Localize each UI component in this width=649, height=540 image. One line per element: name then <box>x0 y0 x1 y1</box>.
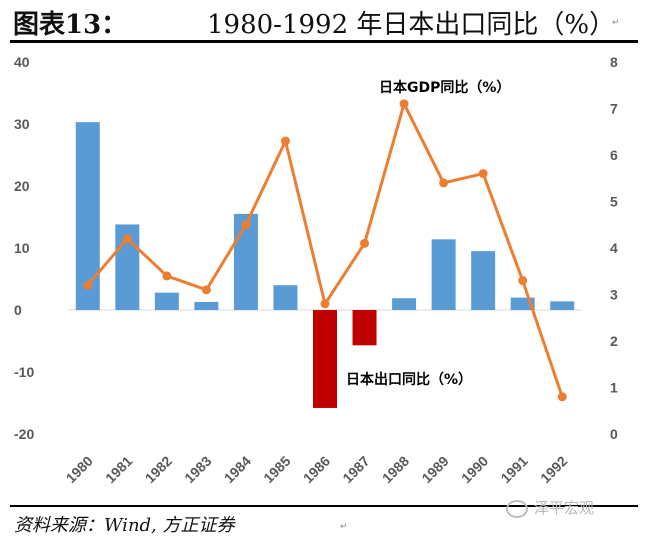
x-axis-tick-label: 1986 <box>300 453 333 486</box>
left-axis-tick-label: -20 <box>14 426 34 442</box>
bar-1990 <box>471 251 496 310</box>
x-axis-tick-label: 1992 <box>537 453 570 486</box>
bar-1987 <box>352 310 377 346</box>
gdp-series-label: 日本GDP同比（%） <box>379 79 510 96</box>
bar-1982 <box>154 292 179 310</box>
x-axis-tick-label: 1988 <box>379 453 412 486</box>
right-axis-tick-label: 4 <box>610 240 618 256</box>
left-axis-tick-label: 0 <box>14 302 22 318</box>
x-axis-tick-label: 1982 <box>142 453 175 486</box>
right-axis-tick-label: 0 <box>610 426 618 442</box>
gdp-point-1986 <box>320 299 330 309</box>
right-axis-tick-label: 6 <box>610 147 618 163</box>
x-axis-tick-label: 1991 <box>497 453 530 486</box>
footer-rule <box>10 505 638 507</box>
right-axis-tick-label: 5 <box>610 194 618 210</box>
gdp-point-1981 <box>122 234 132 244</box>
bar-1986 <box>313 310 337 408</box>
bar-1992 <box>550 301 575 310</box>
x-axis-tick-label: 1990 <box>458 453 491 486</box>
x-axis-tick-label: 1985 <box>260 453 293 486</box>
bar-1989 <box>431 239 456 310</box>
gdp-point-1983 <box>201 285 211 295</box>
x-axis-tick-label: 1987 <box>339 453 372 486</box>
gdp-point-1992 <box>557 392 567 402</box>
right-axis-tick-label: 8 <box>610 54 618 70</box>
right-axis-tick-label: 7 <box>610 101 618 117</box>
gdp-point-1985 <box>280 136 290 146</box>
right-axis-tick-label: 3 <box>610 287 618 303</box>
bar-1984 <box>233 213 258 310</box>
gdp-point-1989 <box>439 178 449 188</box>
paragraph-mark: ↵ <box>612 18 620 28</box>
bar-1983 <box>194 301 219 310</box>
gdp-point-1990 <box>478 169 488 179</box>
figure-label: 图表13： <box>13 10 128 40</box>
left-axis-tick-label: 10 <box>14 240 30 256</box>
right-axis-tick-label: 2 <box>610 333 618 349</box>
watermark-text: 泽平宏观 <box>534 499 595 517</box>
gdp-point-1984 <box>241 220 251 230</box>
right-axis-tick-label: 1 <box>610 380 618 396</box>
gdp-point-1988 <box>399 99 409 109</box>
paragraph-mark: ↵ <box>340 522 348 532</box>
x-axis-tick-label: 1989 <box>418 453 451 486</box>
left-axis-tick-label: 30 <box>14 116 30 132</box>
gdp-point-1991 <box>518 276 528 286</box>
bar-1985 <box>273 285 298 310</box>
gdp-point-1980 <box>83 280 93 290</box>
left-axis-tick-label: 20 <box>14 178 30 194</box>
watermark: 泽平宏观 <box>506 497 594 518</box>
figure-header: 图表13： 1980-1992 年日本出口同比（%） ↵ <box>0 0 649 40</box>
x-axis-tick-label: 1981 <box>102 453 135 486</box>
x-axis-tick-label: 1984 <box>221 453 254 486</box>
header-rule <box>10 40 638 43</box>
bar-1980 <box>75 122 100 310</box>
gdp-point-1987 <box>360 238 370 248</box>
figure-title: 1980-1992 年日本出口同比（%） <box>207 10 616 40</box>
x-axis-tick-label: 1983 <box>181 453 214 486</box>
source-note: 资料来源：Wind, 方正证券 <box>14 515 235 536</box>
wechat-icon <box>506 499 528 518</box>
bar-1988 <box>392 298 417 310</box>
export-series-label: 日本出口同比（%） <box>346 371 472 388</box>
left-axis-tick-label: 40 <box>14 54 30 70</box>
gdp-point-1982 <box>162 271 172 281</box>
left-axis-tick-label: -10 <box>14 364 34 380</box>
x-axis-tick-label: 1980 <box>63 453 96 486</box>
